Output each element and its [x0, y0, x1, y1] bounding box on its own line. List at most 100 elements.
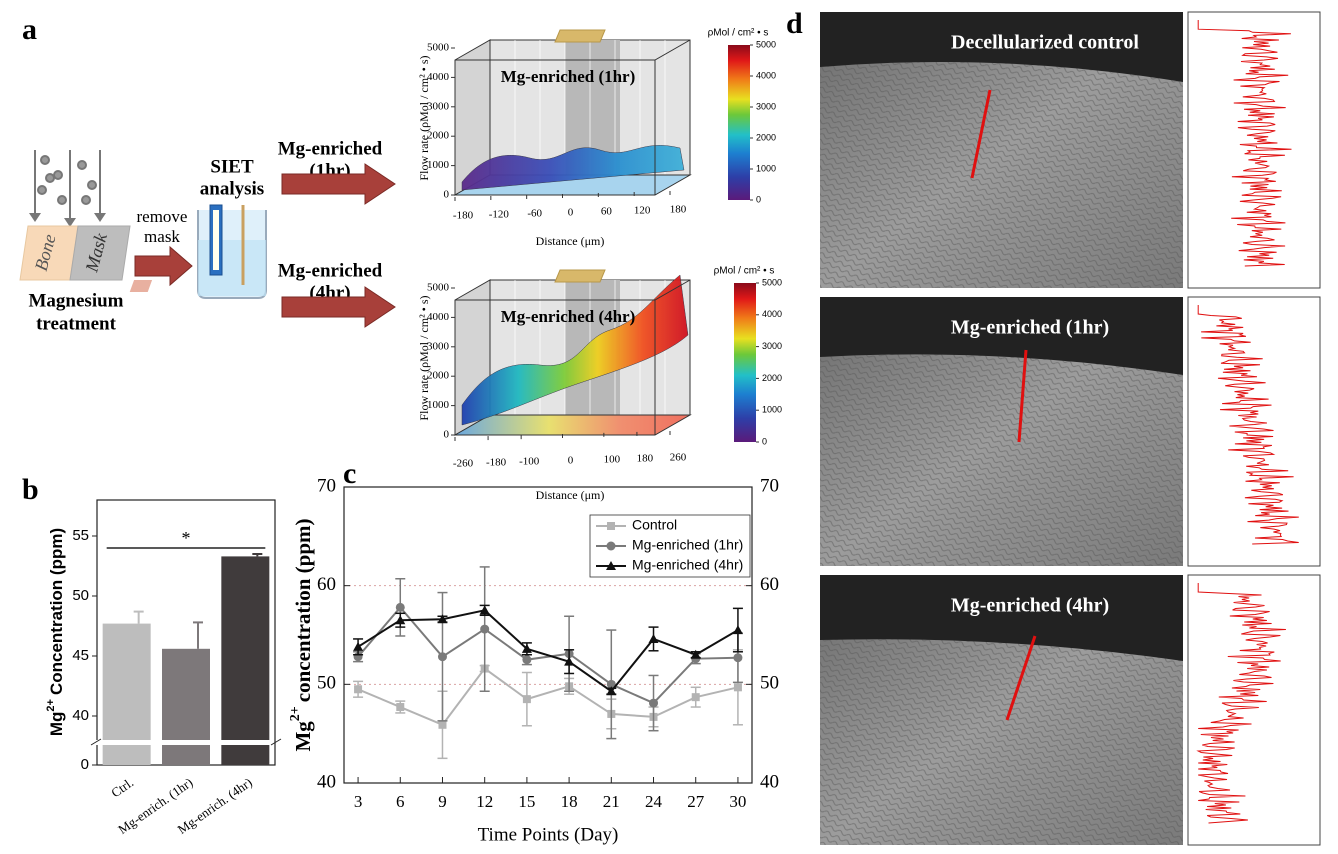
- x-tick-label: 6: [396, 792, 405, 811]
- z-tick-label: 1000: [427, 399, 450, 411]
- sem-edge: [820, 12, 1183, 82]
- mask-block: [69, 225, 131, 281]
- colorbar-tick-label: 1000: [762, 405, 782, 415]
- x-tick-label: 24: [645, 792, 663, 811]
- y-axis-label-sup: 2+: [288, 706, 303, 721]
- sem-panel: Mg-enriched (4hr): [820, 574, 1321, 846]
- y-axis-label-part: Mg: [47, 712, 66, 737]
- z-tick-label: 3000: [427, 340, 450, 352]
- legend-label: Mg-enriched (1hr): [632, 537, 743, 553]
- colorbar-label: ρMol / cm² • s: [708, 28, 769, 39]
- panel-label: c: [343, 457, 356, 490]
- series-line: [357, 609, 739, 693]
- legend-marker: [606, 561, 616, 570]
- plot-title: Mg-enriched (1hr): [501, 67, 636, 86]
- x-tick-label: -100: [519, 456, 540, 468]
- step-label: mask: [144, 227, 180, 246]
- colorbar-tick-label: 5000: [756, 39, 776, 49]
- bar: [221, 556, 270, 765]
- y-tick-label: 70: [317, 475, 336, 496]
- marker: [648, 633, 659, 643]
- colorbar-tick-label: 2000: [756, 132, 776, 142]
- y-tick-label: 45: [72, 647, 89, 664]
- probe: [554, 29, 606, 43]
- x-axis-label: Distance (μm): [536, 488, 605, 502]
- y-axis-label-part: concentration (ppm): [291, 518, 315, 702]
- marker: [396, 703, 405, 712]
- colorbar-tick-label: 3000: [756, 101, 776, 111]
- sem-edge: [820, 297, 1183, 375]
- x-tick-label: 120: [634, 205, 651, 217]
- x-tick-label: 0: [568, 455, 574, 467]
- sem-label: Mg-enriched (4hr): [951, 595, 1109, 617]
- colorbar-tick-label: 0: [762, 436, 767, 446]
- colorbar-label: ρMol / cm² • s: [714, 266, 775, 277]
- y-tick-label: 40: [72, 707, 89, 724]
- x-tick-label: 180: [637, 452, 654, 464]
- z-tick-label: 0: [444, 189, 450, 201]
- y-axis-label-part: Mg: [291, 721, 315, 752]
- x-tick-label: -60: [527, 208, 542, 220]
- x-tick-label: 30: [729, 792, 746, 811]
- x-tick-label: 60: [601, 206, 613, 218]
- marker: [438, 720, 447, 729]
- marker: [437, 614, 448, 624]
- colorbar-tick-label: 2000: [762, 373, 782, 383]
- z-tick-label: 2000: [427, 130, 450, 142]
- step-label: remove: [137, 207, 188, 226]
- sem-panel: Mg-enriched (1hr): [820, 296, 1321, 567]
- z-tick-label: 4000: [427, 71, 450, 83]
- y2-tick-label: 50: [760, 673, 779, 694]
- arrow-label: Mg-enriched: [278, 260, 383, 281]
- colorbar-tick-label: 0: [756, 194, 761, 204]
- x-tick-label: 27: [687, 792, 705, 811]
- y-axis-label: Mg2+ Concentration (ppm): [45, 528, 67, 736]
- x-tick-label: -180: [453, 210, 474, 222]
- y-axis-label-sup: 2+: [45, 699, 57, 712]
- sem-edge: [820, 575, 1183, 661]
- surface: [461, 274, 689, 426]
- marker: [606, 679, 616, 689]
- profile-frame: [1187, 574, 1321, 846]
- arrow-label: Mg-enriched: [278, 138, 383, 159]
- sem-panel: Decellularized control: [820, 11, 1321, 289]
- marker: [522, 655, 532, 665]
- treatment-label: Magnesium: [29, 290, 124, 311]
- surface-plot: Mg-enriched (1hr) 0 1000 2000 3000 4000 5000 -1…: [417, 28, 776, 248]
- intensity-profile: [1196, 583, 1286, 824]
- marker: [354, 685, 363, 694]
- x-axis-label: Distance (μm): [536, 234, 605, 248]
- arrow: [281, 286, 396, 328]
- legend-marker: [607, 522, 615, 530]
- sem-label: Decellularized control: [951, 32, 1139, 54]
- x-tick-label: 260: [670, 452, 687, 464]
- axis-break-mark: [270, 738, 282, 746]
- y-tick-label: 55: [72, 527, 89, 544]
- intensity-profile: [1197, 305, 1299, 545]
- x-tick-label: 0: [568, 207, 574, 219]
- panel-label: b: [22, 473, 39, 506]
- y-axis-label: Flow rate (ρMol / cm² • s): [417, 295, 431, 420]
- legend-marker: [606, 541, 616, 551]
- y-axis-label: Flow rate (ρMol / cm² • s): [417, 55, 431, 180]
- y-tick-label: 50: [72, 587, 89, 604]
- marker: [690, 649, 701, 659]
- marker: [395, 602, 405, 612]
- colorbar-tick-label: 4000: [756, 70, 776, 80]
- marker: [733, 653, 743, 663]
- axis-break-mark: [90, 738, 102, 746]
- marker: [733, 683, 742, 692]
- marker: [691, 693, 700, 702]
- y2-tick-label: 60: [760, 574, 779, 595]
- marker: [522, 695, 531, 704]
- x-tick-label: -260: [453, 458, 474, 470]
- marker: [353, 641, 364, 651]
- legend-label: Control: [632, 517, 677, 533]
- scan-line: [970, 89, 992, 179]
- schematic: [29, 150, 106, 227]
- marker: [521, 643, 532, 653]
- series-line: [357, 605, 738, 705]
- x-tick-label: 100: [604, 453, 621, 465]
- x-tick-label: 21: [603, 792, 620, 811]
